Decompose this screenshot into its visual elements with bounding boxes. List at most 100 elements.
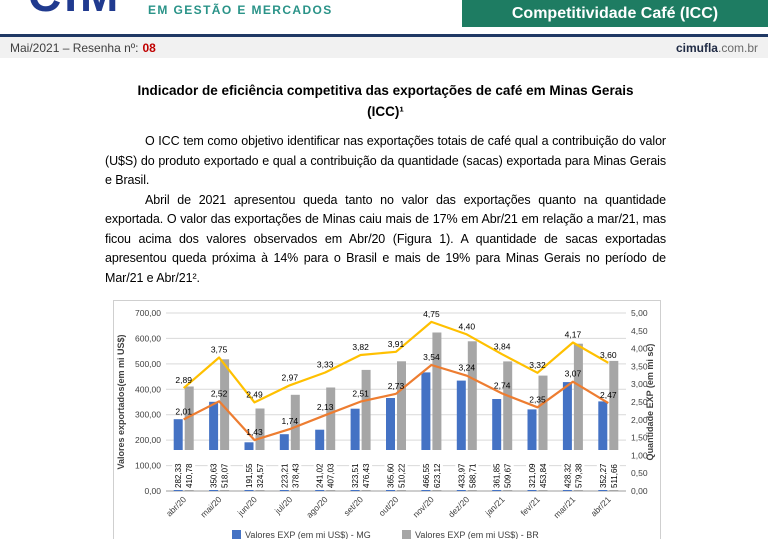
svg-text:4,17: 4,17 (565, 330, 582, 340)
line-series-mg (183, 363, 609, 442)
svg-text:511,66: 511,66 (610, 464, 619, 488)
svg-text:dez/20: dez/20 (446, 494, 471, 519)
svg-text:2,49: 2,49 (246, 389, 263, 399)
line-value-labels: 2,89 3,75 2,49 2,97 3,33 3,82 3,91 4,75 4,40 3,84… (175, 309, 616, 400)
logo: CIM (28, 0, 146, 16)
line-series-br (182, 320, 609, 404)
svg-text:jan/21: jan/21 (482, 494, 506, 518)
site-link[interactable]: cimufla.com.br (676, 41, 758, 55)
svg-text:361,85: 361,85 (493, 463, 502, 488)
bar-value-labels: 282,33 350,63 191,55 223,21 241,02 323,51 365,… (172, 450, 609, 490)
site-domain: .com.br (717, 40, 758, 55)
svg-text:mai/20: mai/20 (198, 494, 223, 519)
svg-text:2,01: 2,01 (175, 406, 192, 416)
svg-text:jul/20: jul/20 (272, 494, 294, 516)
svg-text:2,50: 2,50 (631, 397, 648, 407)
svg-text:579,38: 579,38 (574, 463, 583, 488)
svg-text:3,84: 3,84 (494, 341, 511, 351)
svg-text:191,55: 191,55 (245, 463, 254, 488)
svg-text:4,75: 4,75 (423, 309, 440, 319)
svg-text:476,43: 476,43 (362, 463, 371, 488)
svg-text:500,00: 500,00 (135, 359, 161, 369)
svg-text:fev/21: fev/21 (518, 494, 542, 518)
right-axis-tick-labels: 0,00 0,50 1,00 1,50 2,00 2,50 3,00 3,50 4,00 4,50… (631, 308, 648, 496)
bar-value-labels: 410,78 518,07 324,57 378,43 407,03 476,43 510,… (183, 450, 620, 490)
svg-text:4,00: 4,00 (631, 344, 648, 354)
svg-text:0,00: 0,00 (631, 486, 648, 496)
svg-text:623,12: 623,12 (433, 463, 442, 488)
x-axis-labels: abr/20 mai/20 jun/20 jul/20 ago/20 set/20 out/… (164, 494, 613, 520)
svg-text:set/20: set/20 (342, 494, 366, 518)
svg-text:2,73: 2,73 (388, 381, 405, 391)
svg-text:3,07: 3,07 (565, 369, 582, 379)
svg-text:1,50: 1,50 (631, 433, 648, 443)
bar-series-br (184, 332, 619, 491)
svg-text:509,67: 509,67 (504, 463, 513, 488)
svg-text:365,60: 365,60 (387, 463, 396, 488)
article-body: O ICC tem como objetivo identificar nas … (105, 132, 666, 288)
issue-prefix: Mai/2021 – Resenha nº: (10, 40, 139, 55)
svg-text:600,00: 600,00 (135, 333, 161, 343)
svg-text:588,71: 588,71 (468, 463, 477, 488)
svg-text:433,97: 433,97 (457, 463, 466, 488)
article: Indicador de eficiência competitiva das … (105, 66, 666, 288)
svg-text:518,07: 518,07 (221, 463, 230, 488)
svg-text:453,84: 453,84 (539, 463, 548, 488)
site-name: cimufla (675, 40, 718, 55)
svg-text:4,40: 4,40 (459, 321, 476, 331)
svg-text:223,21: 223,21 (280, 463, 289, 488)
svg-text:100,00: 100,00 (135, 461, 161, 471)
issue-number: 08 (142, 40, 156, 55)
svg-text:2,47: 2,47 (600, 390, 617, 400)
svg-text:321,09: 321,09 (528, 463, 537, 488)
article-title: Indicador de eficiência competitiva das … (105, 80, 666, 122)
svg-text:3,33: 3,33 (317, 360, 334, 370)
banner-title: Competitividade Café (ICC) (462, 0, 768, 27)
svg-text:2,52: 2,52 (211, 388, 228, 398)
svg-text:0,00: 0,00 (144, 486, 161, 496)
svg-text:2,35: 2,35 (529, 394, 546, 404)
svg-text:407,03: 407,03 (327, 463, 336, 488)
svg-text:jun/20: jun/20 (235, 494, 259, 518)
svg-text:Valores EXP (em mi US$) - MG: Valores EXP (em mi US$) - MG (245, 530, 371, 539)
svg-text:324,57: 324,57 (256, 463, 265, 488)
svg-text:3,54: 3,54 (423, 352, 440, 362)
svg-text:2,00: 2,00 (631, 415, 648, 425)
svg-text:3,60: 3,60 (600, 350, 617, 360)
svg-text:510,22: 510,22 (398, 463, 407, 488)
chart-legend: Valores EXP (em mi US$) - MG Valores EXP … (232, 530, 539, 539)
svg-text:Valores EXP (em mi US$) - BR: Valores EXP (em mi US$) - BR (415, 530, 539, 539)
svg-text:282,33: 282,33 (174, 463, 183, 488)
right-axis-title: Quantidade EXP (em mi sc) (645, 344, 655, 461)
svg-text:410,78: 410,78 (185, 463, 194, 488)
svg-text:abr/21: abr/21 (589, 494, 613, 518)
svg-text:mar/21: mar/21 (552, 494, 578, 520)
svg-text:abr/20: abr/20 (164, 494, 188, 518)
article-title-line1: Indicador de eficiência competitiva das … (137, 83, 634, 98)
svg-text:700,00: 700,00 (135, 308, 161, 318)
svg-text:1,43: 1,43 (246, 427, 263, 437)
svg-text:2,89: 2,89 (175, 375, 192, 385)
svg-text:3,00: 3,00 (631, 379, 648, 389)
svg-text:200,00: 200,00 (135, 435, 161, 445)
svg-text:2,97: 2,97 (282, 372, 299, 382)
svg-text:2,74: 2,74 (494, 381, 511, 391)
meta-row: Mai/2021 – Resenha nº: 08 cimufla.com.br (0, 37, 768, 58)
svg-text:2,13: 2,13 (317, 402, 334, 412)
svg-text:5,00: 5,00 (631, 308, 648, 318)
left-axis-tick-labels: 0,00 100,00 200,00 300,00 400,00 500,00 600,00… (135, 308, 161, 496)
logo-mark: CIM (28, 0, 121, 16)
article-title-line2: (ICC)¹ (367, 104, 404, 119)
svg-text:300,00: 300,00 (135, 410, 161, 420)
svg-text:out/20: out/20 (377, 494, 401, 518)
svg-text:241,02: 241,02 (316, 463, 325, 488)
svg-text:nov/20: nov/20 (411, 494, 436, 519)
paragraph-2: Abril de 2021 apresentou queda tanto no … (105, 192, 666, 285)
combo-chart: 0,00 100,00 200,00 300,00 400,00 500,00 600,00… (116, 308, 655, 539)
svg-text:428,32: 428,32 (563, 463, 572, 488)
svg-text:3,24: 3,24 (459, 363, 476, 373)
logo-subtitle: EM GESTÃO E MERCADOS (148, 3, 333, 17)
svg-text:400,00: 400,00 (135, 384, 161, 394)
svg-text:1,74: 1,74 (282, 416, 299, 426)
